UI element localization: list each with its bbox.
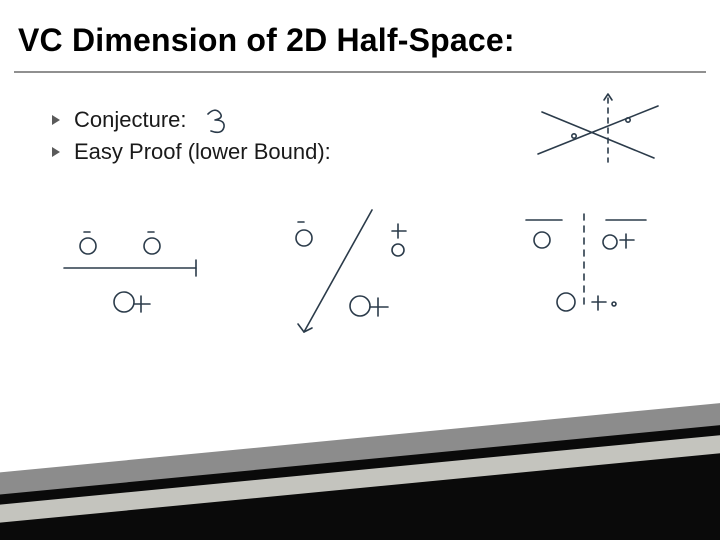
title-underline (14, 71, 706, 73)
decor-bar-grey (0, 392, 720, 532)
bullet-marker-icon (52, 115, 60, 125)
handwritten-conjecture-value (205, 108, 235, 136)
decor-wedge (0, 333, 720, 540)
decor-bar-black (0, 414, 720, 540)
slide: VC Dimension of 2D Half-Space: Conjectur… (0, 0, 720, 540)
sketch-middle-diagonal (260, 204, 440, 344)
slide-title: VC Dimension of 2D Half-Space: (0, 0, 720, 59)
sketch-top-right-lines (530, 92, 670, 172)
decor-bar-light (0, 424, 720, 538)
bullet-marker-icon (52, 147, 60, 157)
bullet-label: Conjecture: (74, 107, 187, 133)
bullet-label: Easy Proof (lower Bound): (74, 139, 331, 165)
sketch-right-vertical (498, 206, 688, 346)
sketch-left-horizontal (46, 216, 226, 336)
